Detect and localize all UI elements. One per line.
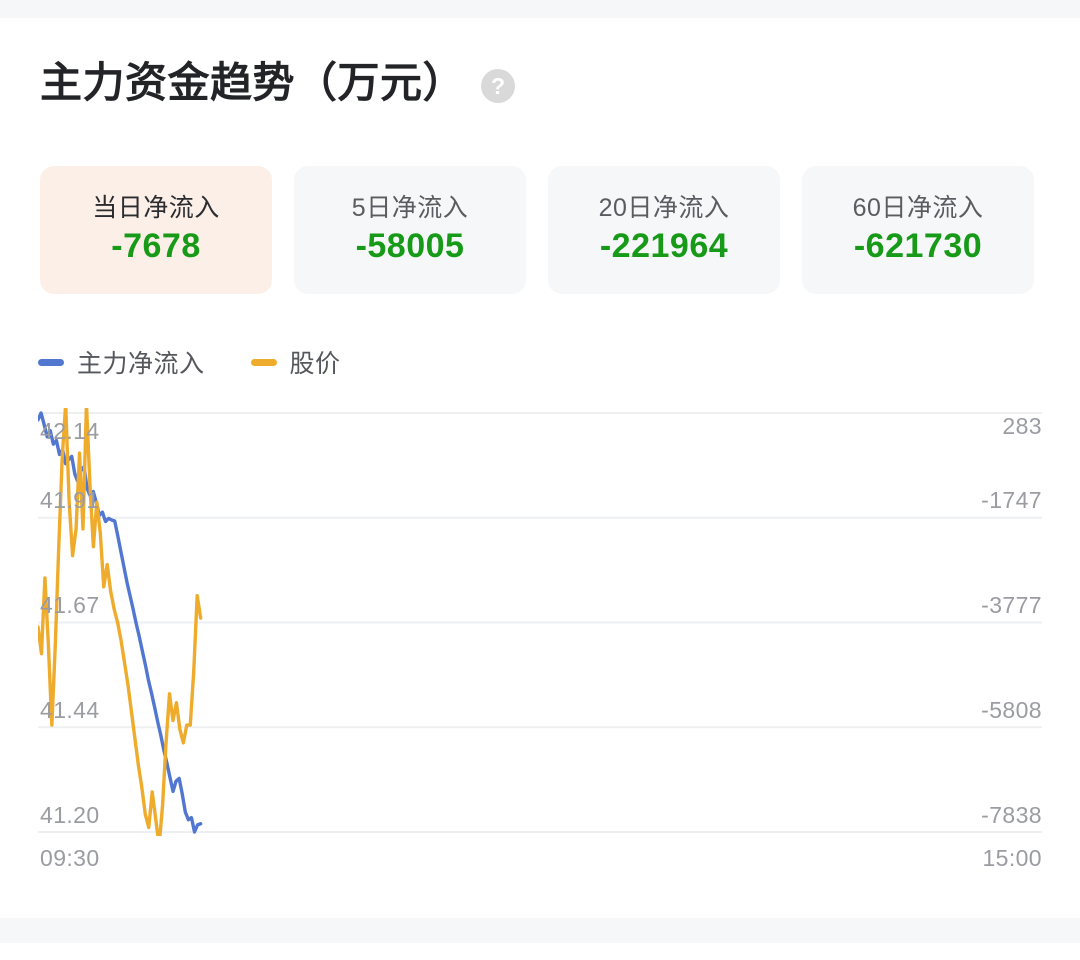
series-line-fund-inflow <box>38 411 203 834</box>
stat-card-value: -621730 <box>853 226 983 265</box>
net-inflow-card-group: 当日净流入 -7678 5日净流入 -58005 20日净流入 -221964 … <box>40 166 1034 294</box>
page-bottom-band <box>0 918 1080 943</box>
y-axis-left-tick-2: 41.67 <box>40 592 100 618</box>
chart-canvas <box>38 408 1042 836</box>
x-axis-tick-start: 09:30 <box>40 845 100 871</box>
stat-card-value: -58005 <box>355 226 465 265</box>
stat-card-label: 60日净流入 <box>852 194 984 223</box>
stat-card-label: 20日净流入 <box>598 194 730 223</box>
y-axis-left-tick-3: 41.44 <box>40 697 100 723</box>
y-axis-left-tick-1: 41.91 <box>40 487 100 513</box>
legend-swatch-icon <box>38 358 64 366</box>
stat-card-value: -221964 <box>599 226 729 265</box>
y-axis-right-tick-1: -1747 <box>981 487 1042 513</box>
stat-card-value: -7678 <box>111 226 201 265</box>
chart-gridlines <box>38 412 1042 833</box>
y-axis-right-tick-2: -3777 <box>981 592 1042 618</box>
legend-label: 股价 <box>289 350 341 378</box>
stat-card-today[interactable]: 当日净流入 -7678 <box>40 166 272 294</box>
series-line-stock-price <box>38 408 203 836</box>
legend-swatch-icon <box>250 358 277 366</box>
stat-card-20day[interactable]: 20日净流入 -221964 <box>548 166 780 294</box>
stat-card-5day[interactable]: 5日净流入 -58005 <box>294 166 526 294</box>
legend-item-stock-price[interactable]: 股价 <box>250 344 341 380</box>
stat-card-label: 5日净流入 <box>351 194 469 223</box>
stat-card-label: 当日净流入 <box>92 194 220 223</box>
page-title: 主力资金趋势（万元） <box>40 59 466 106</box>
question-mark-icon[interactable]: ? <box>481 69 516 103</box>
y-axis-left-tick-4: 41.20 <box>40 802 100 828</box>
y-axis-right-tick-0: 283 <box>1002 413 1042 439</box>
section-header: 主力资金趋势（万元） ? <box>40 59 516 106</box>
fund-trend-chart[interactable] <box>38 408 1042 836</box>
y-axis-right-tick-3: -5808 <box>981 697 1042 723</box>
y-axis-right-tick-4: -7838 <box>981 802 1042 828</box>
stat-card-60day[interactable]: 60日净流入 -621730 <box>802 166 1034 294</box>
legend-item-fund-inflow[interactable]: 主力净流入 <box>38 344 205 380</box>
legend-label: 主力净流入 <box>77 350 205 378</box>
page-top-band <box>0 0 1080 18</box>
y-axis-left-tick-0: 42.14 <box>40 418 100 444</box>
chart-legend: 主力净流入 股价 <box>38 344 341 380</box>
x-axis-tick-end: 15:00 <box>982 845 1042 871</box>
